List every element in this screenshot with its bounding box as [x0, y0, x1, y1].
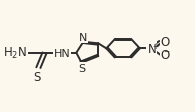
Text: S: S — [33, 71, 40, 84]
Text: HN: HN — [54, 48, 71, 58]
Text: $^-$: $^-$ — [162, 48, 171, 58]
Text: N: N — [79, 32, 88, 42]
Text: O: O — [161, 49, 170, 62]
Text: +: + — [152, 41, 158, 50]
Text: O: O — [161, 36, 170, 49]
Text: H$_2$N: H$_2$N — [3, 46, 27, 61]
Text: N: N — [147, 42, 156, 55]
Text: S: S — [78, 63, 85, 73]
